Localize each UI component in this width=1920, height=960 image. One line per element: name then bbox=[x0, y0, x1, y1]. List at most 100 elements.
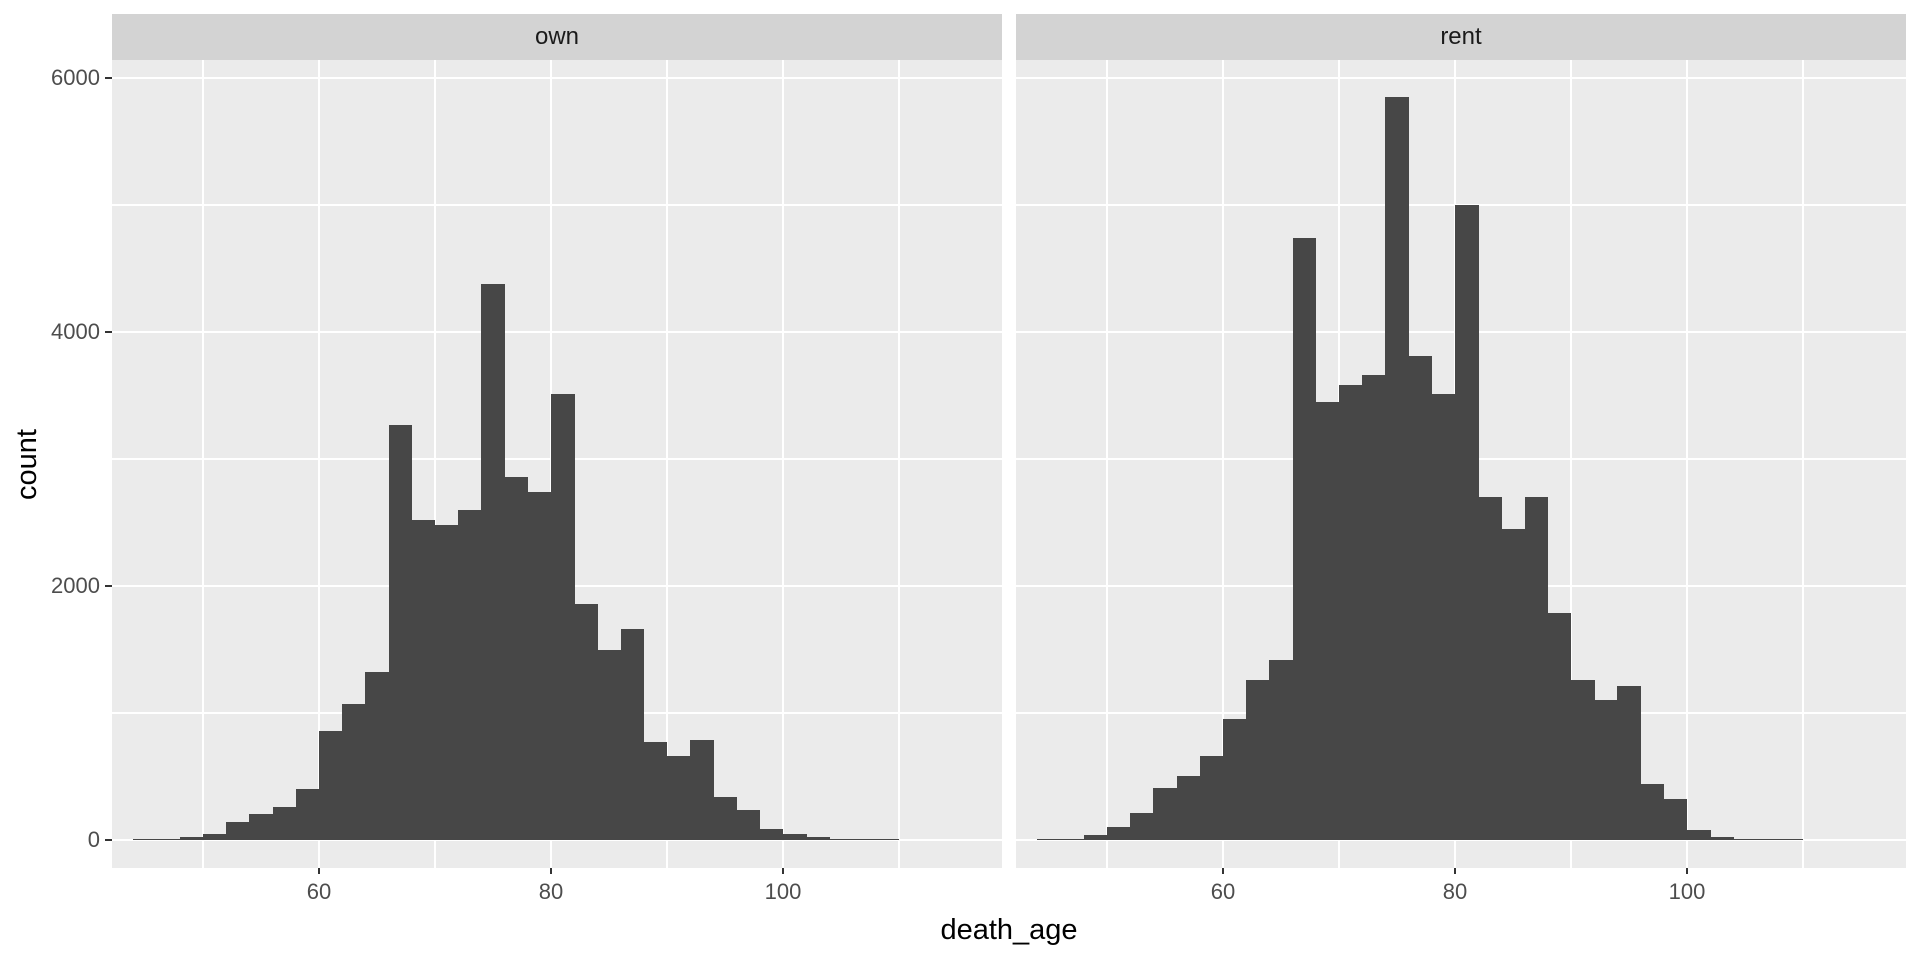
histogram-bar bbox=[504, 476, 529, 840]
histogram-bar bbox=[1571, 679, 1595, 840]
histogram-bar bbox=[713, 796, 737, 840]
histogram-bar bbox=[1547, 612, 1572, 840]
y-tick-label: 0 bbox=[87, 827, 100, 852]
histogram-bar bbox=[551, 394, 575, 840]
histogram-bar bbox=[388, 424, 413, 840]
histogram-bar bbox=[203, 833, 227, 840]
y-axis-title-container: count bbox=[10, 60, 44, 868]
histogram-bar bbox=[1083, 834, 1108, 840]
histogram-bar bbox=[527, 492, 552, 840]
minor-gridline-x bbox=[666, 60, 668, 868]
histogram-bar bbox=[1269, 659, 1293, 840]
histogram-bar bbox=[226, 822, 250, 840]
y-axis-title: count bbox=[10, 428, 43, 500]
histogram-bar bbox=[1478, 497, 1502, 840]
histogram-bar bbox=[1733, 838, 1757, 840]
x-tick-label: 100 bbox=[1668, 879, 1706, 904]
histogram-bar bbox=[435, 525, 459, 840]
x-tick-mark bbox=[1454, 868, 1456, 874]
x-tick-mark bbox=[318, 868, 320, 874]
histogram-bar bbox=[1501, 528, 1525, 840]
minor-gridline-x bbox=[202, 60, 204, 868]
histogram-bar bbox=[179, 836, 204, 840]
histogram-bar bbox=[249, 813, 273, 840]
histogram-bar bbox=[156, 838, 181, 840]
histogram-bar bbox=[1455, 205, 1479, 840]
major-gridline-y bbox=[1016, 76, 1906, 80]
histogram-bar bbox=[1153, 787, 1177, 840]
minor-gridline-x bbox=[1106, 60, 1108, 868]
minor-gridline-y bbox=[112, 204, 1002, 206]
histogram-bar bbox=[1060, 838, 1085, 840]
y-tick-label: 6000 bbox=[51, 65, 100, 90]
minor-gridline-x bbox=[434, 60, 436, 868]
x-tick-mark bbox=[550, 868, 552, 874]
x-tick-label: 60 bbox=[306, 879, 332, 904]
x-tick-label: 60 bbox=[1210, 879, 1236, 904]
histogram-bar bbox=[1107, 826, 1131, 840]
histogram-bar bbox=[1663, 799, 1688, 840]
histogram-bar bbox=[1779, 839, 1804, 840]
histogram-bar bbox=[1339, 385, 1363, 840]
facet-panel-own bbox=[112, 60, 1002, 868]
histogram-bar bbox=[365, 672, 389, 840]
major-gridline-x bbox=[781, 60, 785, 868]
histogram-bar bbox=[1687, 830, 1711, 840]
histogram-bar bbox=[1199, 756, 1224, 840]
facet-panel-rent bbox=[1016, 60, 1906, 868]
histogram-bar bbox=[1176, 775, 1201, 840]
x-tick-mark bbox=[1222, 868, 1224, 874]
major-gridline-x bbox=[317, 60, 321, 868]
histogram-bar bbox=[1292, 238, 1317, 840]
minor-gridline-y bbox=[1016, 204, 1906, 206]
major-gridline-y bbox=[112, 838, 1002, 842]
x-tick-label: 100 bbox=[764, 879, 802, 904]
facet-strip-own-label: own bbox=[534, 23, 580, 50]
minor-gridline-x bbox=[898, 60, 900, 868]
y-tick-mark bbox=[105, 331, 112, 333]
x-axis-title: death_age bbox=[940, 914, 1078, 946]
facet-strip-rent-label: rent bbox=[1440, 23, 1482, 50]
histogram-bar bbox=[133, 839, 157, 840]
histogram-bar bbox=[829, 838, 853, 840]
histogram-bar bbox=[875, 839, 900, 840]
histogram-bar bbox=[1594, 700, 1618, 840]
histogram-bar bbox=[1246, 679, 1270, 840]
major-gridline-x bbox=[1221, 60, 1225, 868]
x-tick-mark bbox=[782, 868, 784, 874]
x-tick-label: 80 bbox=[538, 879, 564, 904]
histogram-bar bbox=[690, 739, 714, 840]
histogram-bar bbox=[736, 809, 761, 840]
minor-gridline-x bbox=[1570, 60, 1572, 868]
facet-strip-own: own bbox=[112, 14, 1002, 60]
histogram-bar bbox=[1617, 686, 1641, 840]
major-gridline-y bbox=[112, 330, 1002, 334]
y-tick-mark bbox=[105, 77, 112, 79]
histogram-bar bbox=[597, 649, 621, 840]
minor-gridline-x bbox=[1802, 60, 1804, 868]
major-gridline-x bbox=[1685, 60, 1689, 868]
histogram-bar bbox=[1385, 97, 1409, 840]
x-tick-label: 80 bbox=[1442, 879, 1468, 904]
histogram-bar bbox=[759, 829, 784, 840]
histogram-bar bbox=[620, 629, 645, 840]
histogram-bar bbox=[1710, 836, 1734, 840]
histogram-bar bbox=[481, 283, 505, 840]
y-tick-label: 2000 bbox=[51, 573, 100, 598]
major-gridline-y bbox=[1016, 838, 1906, 842]
histogram-bar bbox=[295, 789, 320, 840]
histogram-bar bbox=[574, 603, 598, 840]
y-tick-label: 4000 bbox=[51, 319, 100, 344]
histogram-bar bbox=[342, 704, 366, 840]
y-tick-mark bbox=[105, 839, 112, 841]
histogram-bar bbox=[783, 834, 807, 840]
histogram-bar bbox=[1640, 784, 1665, 840]
histogram-bar bbox=[319, 730, 343, 840]
histogram-bar bbox=[852, 839, 877, 840]
histogram-bar bbox=[1408, 356, 1433, 840]
histogram-bar bbox=[1223, 719, 1247, 840]
y-tick-mark bbox=[105, 585, 112, 587]
histogram-bar bbox=[1524, 497, 1549, 840]
x-tick-mark bbox=[1686, 868, 1688, 874]
